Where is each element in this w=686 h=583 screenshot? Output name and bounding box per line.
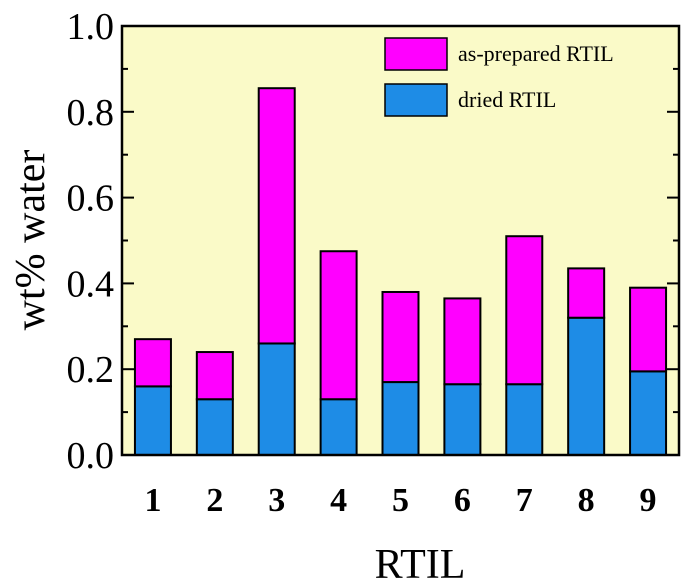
bar-as-prepared-5 [381, 290, 420, 384]
x-tick-label-7: 7 [516, 482, 533, 519]
x-axis-ticks: 1 2 3 4 5 6 7 8 9 [144, 482, 656, 519]
bar-dried-1 [133, 385, 172, 456]
y-axis-ticks: 0.0 0.2 0.4 0.6 0.8 1.0 [67, 6, 679, 477]
legend-swatch-as-prepared [384, 37, 448, 71]
bar-as-prepared-3 [257, 87, 296, 345]
y-tick-label-1: 0.2 [67, 349, 115, 391]
legend-label-dried: dried RTIL [458, 87, 556, 112]
y-tick-label-3: 0.6 [67, 178, 115, 220]
bar-as-prepared-2 [195, 351, 234, 401]
y-tick-label-2: 0.4 [67, 263, 115, 305]
bar-dried-4 [319, 398, 358, 457]
plot-frame [120, 24, 681, 457]
bar-as-prepared-1 [133, 338, 172, 388]
x-tick-label-1: 1 [144, 482, 161, 519]
bar-as-prepared-7 [505, 235, 544, 386]
x-tick-label-4: 4 [330, 482, 347, 519]
x-tick-label-2: 2 [206, 482, 223, 519]
bar-dried-2 [195, 398, 234, 457]
bar-dried-7 [505, 383, 544, 456]
legend: as-prepared RTIL dried RTIL [384, 37, 614, 117]
bar-as-prepared-8 [567, 267, 606, 319]
y-tick-label-5: 1.0 [67, 6, 115, 48]
x-tick-label-8: 8 [578, 482, 595, 519]
x-tick-label-9: 9 [640, 482, 657, 519]
bar-dried-8 [567, 316, 606, 456]
x-tick-label-6: 6 [454, 482, 471, 519]
bar-dried-6 [443, 383, 482, 456]
x-axis-title: RTIL [375, 542, 466, 583]
y-tick-label-4: 0.8 [67, 92, 115, 134]
bar-as-prepared-6 [443, 297, 482, 386]
legend-label-as-prepared: as-prepared RTIL [458, 41, 614, 66]
bar-dried-9 [629, 370, 668, 457]
bar-dried-5 [381, 381, 420, 457]
y-axis-title: wt% water [8, 150, 54, 331]
y-tick-label-0: 0.0 [67, 435, 115, 477]
x-tick-label-5: 5 [392, 482, 409, 519]
bars-group [133, 87, 668, 457]
bar-dried-3 [257, 342, 296, 456]
bar-as-prepared-9 [629, 286, 668, 373]
x-tick-label-3: 3 [268, 482, 285, 519]
legend-swatch-dried [384, 83, 448, 117]
bar-as-prepared-4 [319, 250, 358, 401]
